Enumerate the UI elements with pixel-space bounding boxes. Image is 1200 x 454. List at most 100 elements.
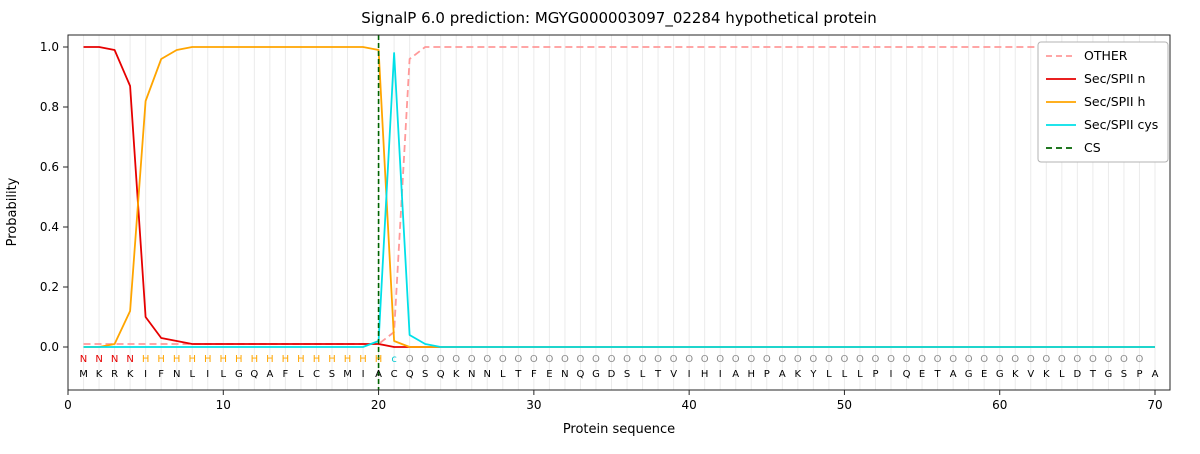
residue-letter: I	[719, 369, 722, 380]
state-letter: O	[825, 354, 833, 365]
state-letter: O	[1042, 354, 1050, 365]
state-letter: O	[1058, 354, 1066, 365]
residue-letter: K	[127, 369, 134, 380]
residue-letter: Q	[577, 369, 585, 380]
plot-border	[67, 34, 1171, 391]
residue-letter: G	[235, 369, 243, 380]
series-line-sec-spii-h	[83, 46, 1155, 348]
state-letter: H	[359, 354, 367, 365]
residue-letter: G	[965, 369, 973, 380]
state-letter: O	[763, 354, 771, 365]
residue-letter: E	[981, 369, 987, 380]
residue-letter: A	[1152, 369, 1159, 380]
state-letter: O	[980, 354, 988, 365]
residue-letter: K	[453, 369, 460, 380]
state-letter: O	[809, 354, 817, 365]
state-letter: O	[918, 354, 926, 365]
residue-letter: L	[1059, 369, 1065, 380]
residue-letter: S	[422, 369, 428, 380]
residue-letter: Q	[250, 369, 258, 380]
residue-letter: S	[624, 369, 630, 380]
axes: 0.0 0.2 0.4 0.6 0.8 1.0 0 10 20 30 40 50 60 70	[40, 34, 1171, 412]
state-letter: O	[1089, 354, 1097, 365]
state-letter: O	[545, 354, 553, 365]
state-letter: O	[1011, 354, 1019, 365]
state-letter: O	[592, 354, 600, 365]
residue-letter: H	[747, 369, 755, 380]
state-letter: O	[421, 354, 429, 365]
legend-label-sec-spii-cys: Sec/SPII cys	[1084, 117, 1158, 132]
state-letter: O	[732, 354, 740, 365]
state-letter: O	[1120, 354, 1128, 365]
state-letter: H	[173, 354, 181, 365]
state-letter: N	[126, 354, 133, 365]
residue-letter: N	[561, 369, 568, 380]
chart-title: SignalP 6.0 prediction: MGYG000003097_02…	[361, 9, 877, 28]
state-letter: H	[297, 354, 305, 365]
legend-label-cs: CS	[1084, 140, 1101, 155]
state-letter: H	[220, 354, 228, 365]
state-letter: O	[1136, 354, 1144, 365]
residue-letter: D	[1074, 369, 1082, 380]
state-letter: H	[344, 354, 352, 365]
state-letter: O	[577, 354, 585, 365]
residue-letter: M	[343, 369, 352, 380]
residue-letter: G	[996, 369, 1004, 380]
state-letter: O	[639, 354, 647, 365]
state-letter: N	[111, 354, 118, 365]
state-letter: O	[483, 354, 491, 365]
residue-letter: L	[298, 369, 304, 380]
state-letter: O	[872, 354, 880, 365]
residue-letter: K	[795, 369, 802, 380]
state-letter: H	[235, 354, 243, 365]
state-letter: O	[965, 354, 973, 365]
state-letter: H	[142, 354, 150, 365]
residue-letter: I	[144, 369, 147, 380]
residue-letter: I	[688, 369, 691, 380]
x-tick-label: 40	[682, 398, 697, 412]
state-letter: H	[328, 354, 336, 365]
state-letter: O	[468, 354, 476, 365]
residue-letter: S	[1121, 369, 1127, 380]
residue-letter: V	[670, 369, 677, 380]
residue-letter: K	[96, 369, 103, 380]
state-letter: O	[778, 354, 786, 365]
state-letter: O	[437, 354, 445, 365]
x-tick-label: 60	[992, 398, 1007, 412]
x-tick-label: 70	[1147, 398, 1162, 412]
y-tick-label: 0.8	[40, 100, 59, 114]
x-axis-label: Protein sequence	[563, 422, 675, 437]
residue-letter: F	[158, 369, 164, 380]
residue-letter: R	[111, 369, 118, 380]
state-letter: O	[996, 354, 1004, 365]
residue-letter: T	[514, 369, 522, 380]
residue-letter: L	[640, 369, 646, 380]
residue-letter: P	[764, 369, 770, 380]
residue-letter: G	[1105, 369, 1113, 380]
legend-label-sec-spii-h: Sec/SPII h	[1084, 94, 1145, 109]
residue-letter: I	[362, 369, 365, 380]
residue-letter: Q	[406, 369, 414, 380]
state-letter: O	[406, 354, 414, 365]
state-letter: O	[1104, 354, 1112, 365]
residue-letter: L	[500, 369, 506, 380]
residue-letter: K	[1012, 369, 1019, 380]
residue-letter: T	[654, 369, 662, 380]
residue-letter: L	[857, 369, 863, 380]
state-letter: O	[452, 354, 460, 365]
x-tick-label: 30	[526, 398, 541, 412]
state-letter: H	[204, 354, 212, 365]
residue-letter: A	[950, 369, 957, 380]
residue-letter: F	[283, 369, 289, 380]
state-letter: c	[391, 354, 397, 365]
residue-letter: N	[173, 369, 180, 380]
residue-letter: F	[531, 369, 537, 380]
residue-letter: M	[79, 369, 88, 380]
residue-letter: V	[1027, 369, 1034, 380]
residue-letter: S	[329, 369, 335, 380]
state-letter: H	[157, 354, 165, 365]
x-tick-label: 0	[64, 398, 72, 412]
state-letter: O	[1027, 354, 1035, 365]
residue-letter: A	[732, 369, 739, 380]
